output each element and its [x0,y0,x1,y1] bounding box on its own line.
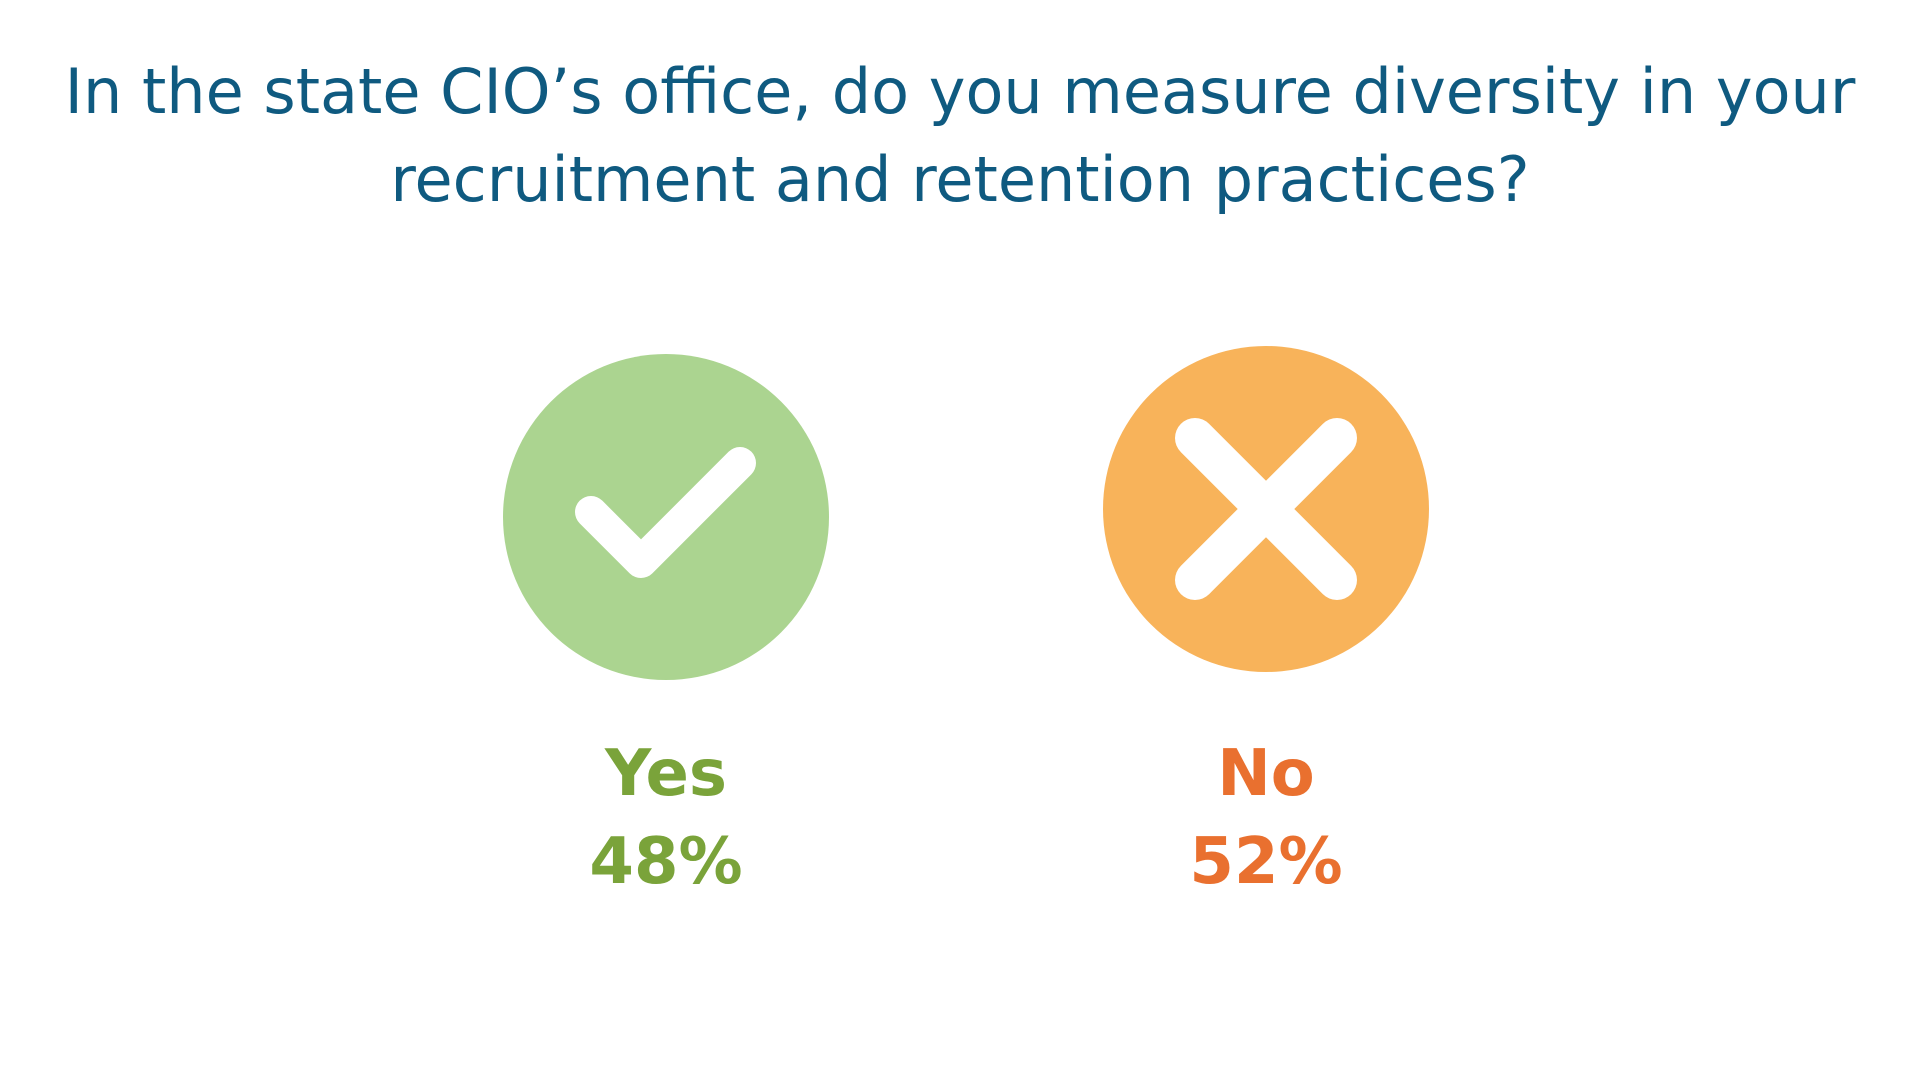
check-mark [575,447,756,578]
data-label-no: 52% [1189,825,1343,899]
category-label-no: No [1217,737,1315,811]
category-label-yes: Yes [605,737,727,811]
answer-no [1066,346,1466,672]
chart-title: In the state CIO’s office, do you measur… [60,48,1860,224]
close-icon [1103,346,1429,672]
chart-title-line-1: In the state CIO’s office, do you measur… [64,55,1856,128]
check-icon [503,354,829,680]
cross-mark-stroke-2 [1175,418,1357,600]
chart-title-line-2: recruitment and retention practices? [390,143,1530,216]
data-label-yes: 48% [589,825,743,899]
answer-yes [466,354,866,680]
